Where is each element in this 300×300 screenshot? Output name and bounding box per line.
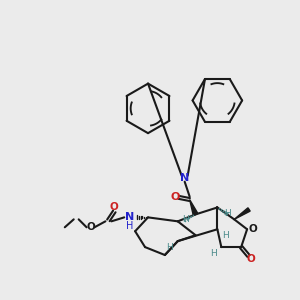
- Text: H: H: [182, 215, 189, 224]
- Text: H: H: [167, 243, 173, 252]
- Text: O: O: [247, 254, 255, 264]
- Text: H: H: [224, 209, 231, 218]
- Text: O: O: [170, 192, 179, 202]
- Text: N: N: [124, 212, 134, 222]
- Polygon shape: [190, 200, 198, 215]
- Text: O: O: [249, 224, 257, 234]
- Text: O: O: [86, 222, 95, 232]
- Text: H: H: [210, 248, 217, 257]
- Text: H: H: [125, 221, 133, 231]
- Text: N: N: [180, 173, 189, 183]
- Text: O: O: [110, 202, 119, 212]
- Polygon shape: [234, 208, 250, 219]
- Text: H: H: [222, 231, 229, 240]
